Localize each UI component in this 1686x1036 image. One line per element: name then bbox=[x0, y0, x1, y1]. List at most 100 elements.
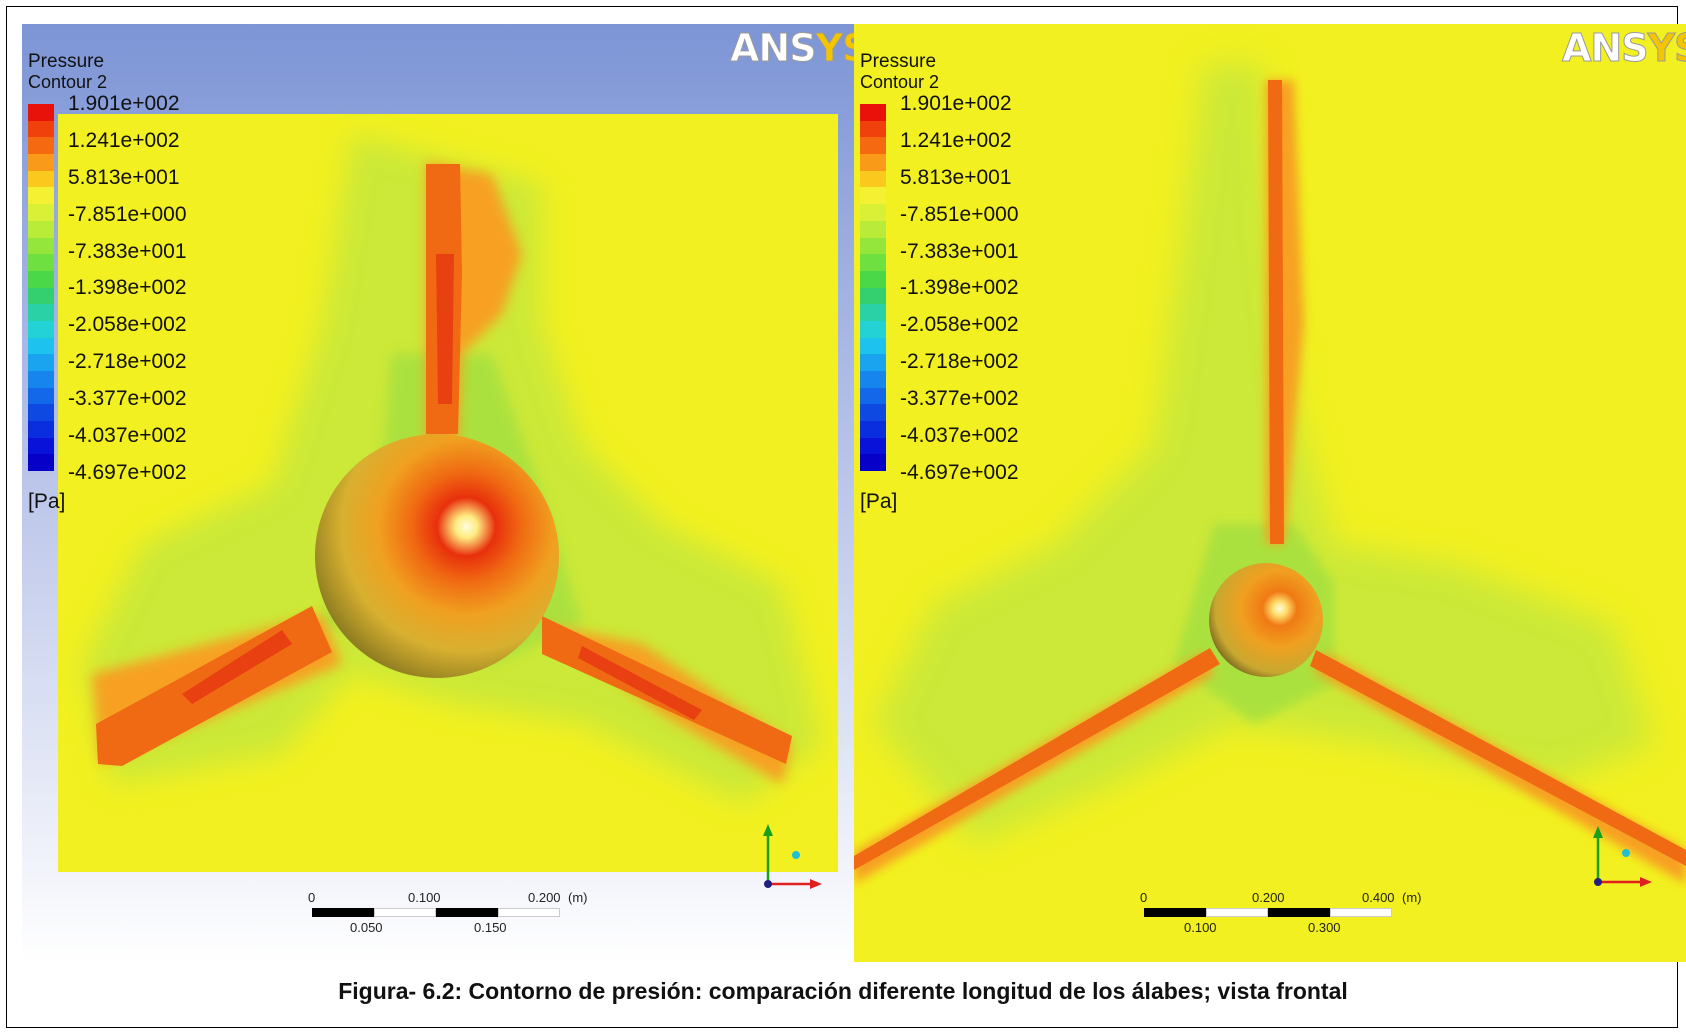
legend-color-step bbox=[860, 154, 886, 171]
legend-color-step bbox=[28, 404, 54, 422]
legend-color-step bbox=[28, 454, 54, 472]
right-legend-label: 5.813e+001 bbox=[900, 165, 1012, 189]
left-legend-label: 1.241e+002 bbox=[68, 128, 180, 152]
scale-label: 0.300 bbox=[1308, 920, 1341, 935]
legend-color-step bbox=[28, 137, 54, 155]
legend-color-step bbox=[28, 187, 54, 205]
right-scale-bar: 0 0.200 0.400 (m) 0.100 0.300 bbox=[1138, 890, 1428, 940]
scale-label: 0.100 bbox=[408, 890, 441, 905]
left-title-pressure: Pressure bbox=[28, 51, 105, 72]
right-legend-colorbar bbox=[860, 104, 886, 472]
legend-color-step bbox=[28, 120, 54, 138]
scale-unit: (m) bbox=[568, 890, 588, 905]
left-legend-label: 1.901e+002 bbox=[68, 92, 180, 115]
left-axes-triad bbox=[763, 824, 822, 889]
legend-color-step bbox=[860, 421, 886, 438]
legend-color-step bbox=[860, 120, 886, 138]
logo-text: ANS bbox=[1562, 26, 1650, 71]
left-legend-label: -4.037e+002 bbox=[68, 424, 187, 448]
left-legend-label: -2.058e+002 bbox=[68, 313, 187, 337]
legend-color-step bbox=[28, 270, 54, 288]
right-axes-triad bbox=[1593, 826, 1652, 887]
right-title-pressure: Pressure bbox=[860, 51, 937, 72]
legend-color-step bbox=[28, 320, 54, 338]
scale-label: 0 bbox=[308, 890, 316, 905]
right-title: Pressure Contour 2 bbox=[860, 51, 940, 93]
legend-color-step bbox=[28, 387, 54, 405]
scale-label: 0 bbox=[1140, 890, 1148, 905]
legend-color-step bbox=[28, 304, 54, 321]
left-legend-label: -2.718e+002 bbox=[68, 350, 187, 374]
right-title-contour: Contour 2 bbox=[860, 72, 940, 92]
left-contour-plot bbox=[22, 24, 854, 962]
legend-color-step bbox=[860, 104, 886, 121]
scale-label: 0.050 bbox=[350, 920, 383, 935]
legend-color-step bbox=[860, 287, 886, 305]
legend-color-step bbox=[860, 187, 886, 205]
right-legend-label: -2.058e+002 bbox=[900, 313, 1019, 337]
left-legend-label: -3.377e+002 bbox=[68, 387, 187, 411]
left-scale-bar: 0 0.100 0.200 (m) 0.050 0.150 bbox=[302, 890, 592, 940]
right-ansys-logo: ANSYS bbox=[1562, 26, 1686, 71]
scale-label: 0.200 bbox=[528, 890, 561, 905]
legend-color-step bbox=[28, 104, 54, 121]
scale-label: 0.150 bbox=[474, 920, 507, 935]
logo-text: ANS bbox=[730, 26, 818, 71]
legend-color-step bbox=[28, 371, 54, 388]
legend-color-step bbox=[28, 437, 54, 455]
figure-caption: Figura- 6.2: Contorno de presión: compar… bbox=[338, 978, 1348, 1004]
logo-text: YS bbox=[1647, 26, 1686, 71]
left-title-contour: Contour 2 bbox=[28, 72, 108, 92]
left-ansys-logo: ANSYS bbox=[730, 26, 854, 71]
right-legend-label: -2.718e+002 bbox=[900, 350, 1019, 374]
right-legend-label: 1.901e+002 bbox=[900, 92, 1012, 115]
legend-color-step bbox=[860, 320, 886, 338]
legend-color-step bbox=[860, 237, 886, 255]
scale-label: 0.400 bbox=[1362, 890, 1395, 905]
legend-color-step bbox=[860, 454, 886, 472]
scale-label: 0.100 bbox=[1184, 920, 1217, 935]
left-contour-view: Pressure Contour 2 1.901e+002 1.241e+002… bbox=[22, 24, 854, 962]
right-legend-labels: 1.901e+002 1.241e+002 5.813e+001 -7.851e… bbox=[900, 92, 1019, 498]
left-legend-colorbar bbox=[28, 104, 54, 472]
legend-color-step bbox=[860, 304, 886, 321]
legend-color-step bbox=[860, 137, 886, 155]
legend-color-step bbox=[28, 421, 54, 438]
legend-color-step bbox=[860, 170, 886, 188]
left-legend-label: 5.813e+001 bbox=[68, 165, 180, 189]
right-legend-label: -1.398e+002 bbox=[900, 276, 1019, 300]
scale-label: 0.200 bbox=[1252, 890, 1285, 905]
right-legend-label: -7.383e+001 bbox=[900, 239, 1019, 263]
logo-text: YS bbox=[815, 26, 854, 71]
legend-color-step bbox=[860, 387, 886, 405]
legend-color-step bbox=[860, 437, 886, 455]
legend-color-step bbox=[28, 354, 54, 371]
legend-color-step bbox=[28, 337, 54, 355]
scale-unit: (m) bbox=[1402, 890, 1422, 905]
legend-color-step bbox=[28, 170, 54, 188]
legend-color-step bbox=[860, 204, 886, 221]
legend-color-step bbox=[860, 371, 886, 388]
legend-color-step bbox=[860, 220, 886, 238]
legend-color-step bbox=[860, 254, 886, 271]
left-legend-label: -4.697e+002 bbox=[68, 460, 187, 484]
legend-color-step bbox=[860, 404, 886, 422]
right-legend-label: -7.851e+000 bbox=[900, 202, 1019, 226]
legend-color-step bbox=[28, 287, 54, 305]
legend-color-step bbox=[28, 154, 54, 171]
left-legend-labels: 1.901e+002 1.241e+002 5.813e+001 -7.851e… bbox=[68, 92, 187, 498]
legend-color-step bbox=[28, 237, 54, 255]
legend-color-step bbox=[28, 254, 54, 271]
right-contour-view: Pressure Contour 2 1.901e+002 1.241e+002… bbox=[854, 24, 1686, 962]
right-legend-label: -4.697e+002 bbox=[900, 460, 1019, 484]
legend-color-step bbox=[860, 354, 886, 371]
left-legend-unit: [Pa] bbox=[28, 490, 66, 513]
right-legend-label: -3.377e+002 bbox=[900, 387, 1019, 411]
legend-color-step bbox=[860, 270, 886, 288]
left-legend-label: -1.398e+002 bbox=[68, 276, 187, 300]
right-legend-label: 1.241e+002 bbox=[900, 128, 1012, 152]
right-legend-label: -4.037e+002 bbox=[900, 424, 1019, 448]
left-title: Pressure Contour 2 bbox=[28, 51, 108, 93]
legend-color-step bbox=[860, 337, 886, 355]
left-legend-label: -7.851e+000 bbox=[68, 202, 187, 226]
